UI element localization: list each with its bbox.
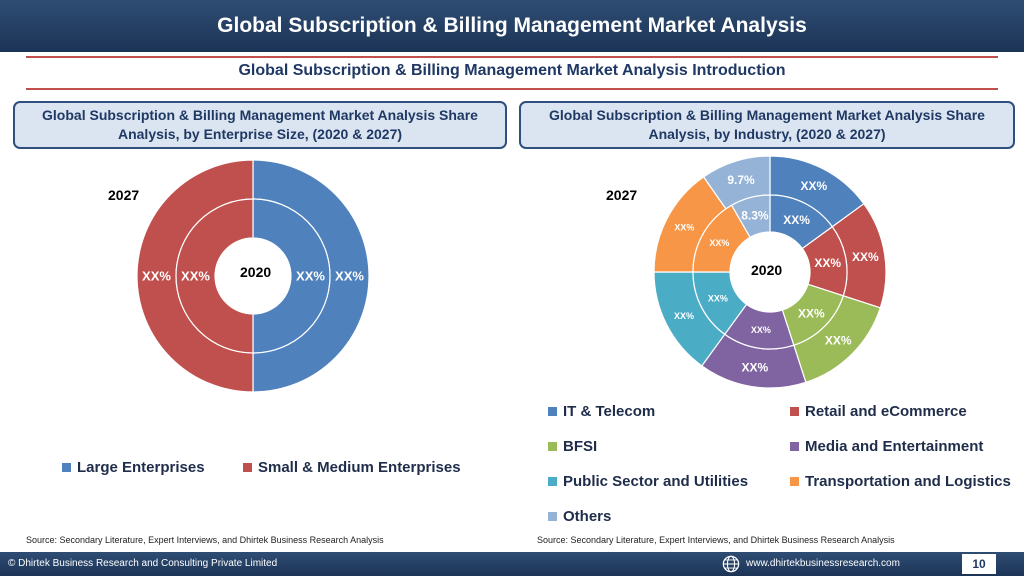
globe-icon	[722, 555, 740, 573]
industry-outer-data-label-1: XX%	[852, 250, 879, 264]
enterprise-inner-data-label-1: XX%	[181, 269, 210, 284]
industry-doughnut-chart: XX%XX%XX%XX%XX%XX%9.7%XX%XX%XX%XX%XX%XX%…	[653, 155, 887, 389]
right-source-note: Source: Secondary Literature, Expert Int…	[537, 535, 895, 545]
industry-outer-data-label-0: XX%	[800, 179, 827, 193]
industry-legend-item: Transportation and Logistics	[790, 473, 1011, 490]
industry-legend-label: BFSI	[563, 438, 598, 455]
industry-outer-data-label-3: XX%	[742, 361, 769, 375]
enterprise-legend-item: Small & Medium Enterprises	[243, 459, 461, 476]
industry-legend-label: Media and Entertainment	[805, 438, 984, 455]
right-inner-year-label: 2020	[751, 262, 783, 278]
footer-bar: © Dhirtek Business Research and Consulti…	[0, 552, 1024, 576]
industry-center-hole	[730, 232, 810, 312]
industry-inner-data-label-0: XX%	[783, 213, 810, 227]
industry-legend-swatch	[548, 407, 557, 416]
industry-inner-data-label-4: XX%	[708, 294, 728, 304]
industry-legend-item: Retail and eCommerce	[790, 403, 967, 420]
bottom-divider	[26, 88, 998, 90]
industry-legend-item: Public Sector and Utilities	[548, 473, 748, 490]
industry-inner-data-label-6: 8.3%	[741, 209, 769, 223]
left-inner-year-label: 2020	[240, 264, 272, 280]
left-outer-year-label: 2027	[108, 187, 140, 203]
enterprise-outer-data-label-1: XX%	[142, 269, 171, 284]
industry-legend-item: Others	[548, 508, 611, 525]
enterprise-center-hole	[215, 238, 291, 314]
industry-outer-data-label-5: XX%	[674, 223, 694, 233]
industry-legend-swatch	[548, 442, 557, 451]
enterprise-outer-data-label-0: XX%	[335, 269, 364, 284]
left-source-note: Source: Secondary Literature, Expert Int…	[26, 535, 384, 545]
enterprise-size-doughnut-chart: XX% XX% XX% XX%	[136, 159, 370, 393]
industry-legend-swatch	[790, 407, 799, 416]
website-link[interactable]: www.dhirtekbusinessresearch.com	[746, 558, 900, 569]
enterprise-legend-swatch	[62, 463, 71, 472]
page-number: 10	[962, 554, 996, 574]
industry-heading: Global Subscription & Billing Management…	[519, 101, 1015, 149]
right-outer-year-label: 2027	[606, 187, 638, 203]
industry-inner-data-label-3: XX%	[751, 325, 771, 335]
industry-legend-label: Retail and eCommerce	[805, 403, 967, 420]
industry-outer-data-label-4: XX%	[674, 311, 694, 321]
industry-legend-swatch	[790, 477, 799, 486]
copyright-text: © Dhirtek Business Research and Consulti…	[8, 558, 278, 569]
page-title: Global Subscription & Billing Management…	[217, 14, 807, 37]
enterprise-size-heading: Global Subscription & Billing Management…	[13, 101, 507, 149]
enterprise-legend-swatch	[243, 463, 252, 472]
enterprise-legend-item: Large Enterprises	[62, 459, 205, 476]
industry-legend-item: BFSI	[548, 438, 597, 455]
industry-legend-swatch	[790, 442, 799, 451]
industry-inner-data-label-1: XX%	[814, 256, 841, 270]
top-divider	[26, 56, 998, 58]
industry-outer-data-label-6: 9.7%	[727, 173, 755, 187]
enterprise-legend-label: Small & Medium Enterprises	[258, 459, 461, 476]
industry-legend-item: IT & Telecom	[548, 403, 655, 420]
industry-legend-label: IT & Telecom	[563, 403, 656, 420]
industry-inner-data-label-5: XX%	[709, 238, 729, 248]
enterprise-legend-label: Large Enterprises	[77, 459, 205, 476]
industry-legend-label: Others	[563, 508, 612, 525]
title-bar: Global Subscription & Billing Management…	[0, 0, 1024, 52]
industry-legend-item: Media and Entertainment	[790, 438, 983, 455]
industry-legend-label: Transportation and Logistics	[805, 473, 1011, 490]
section-subtitle: Global Subscription & Billing Management…	[238, 62, 786, 79]
enterprise-inner-data-label-0: XX%	[296, 269, 325, 284]
industry-inner-data-label-2: XX%	[798, 307, 825, 321]
industry-outer-data-label-2: XX%	[825, 333, 852, 347]
industry-legend-swatch	[548, 512, 557, 521]
industry-legend-swatch	[548, 477, 557, 486]
industry-legend-label: Public Sector and Utilities	[563, 473, 749, 490]
